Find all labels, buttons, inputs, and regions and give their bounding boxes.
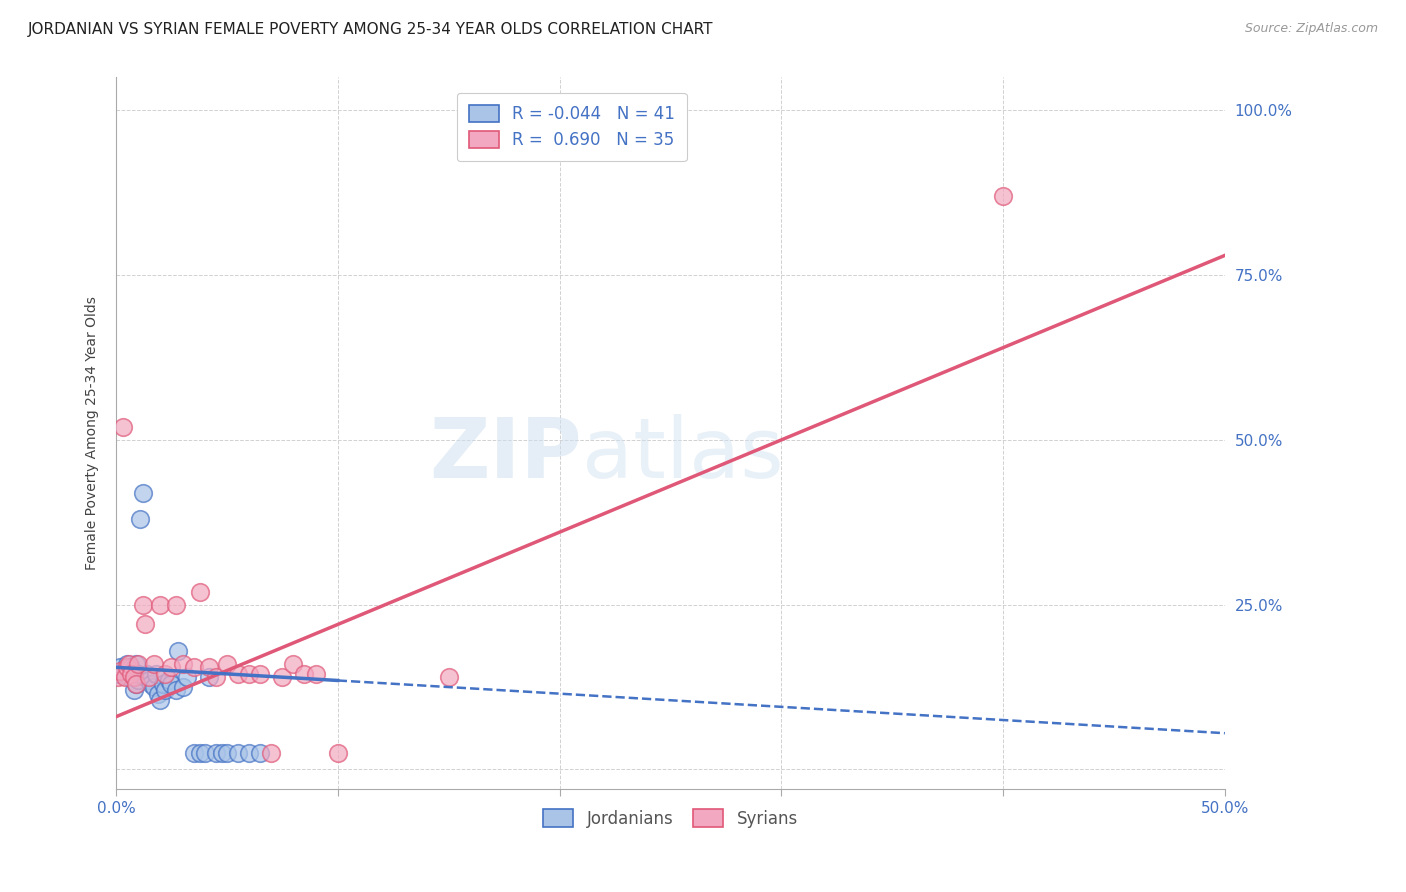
Point [160, 677, 183, 691]
Point [110, 660, 132, 674]
Text: Source: ZipAtlas.com: Source: ZipAtlas.com [1244, 22, 1378, 36]
Point [204, 670, 226, 684]
Point [326, 746, 349, 760]
Point [125, 677, 148, 691]
Point [122, 670, 145, 684]
Point [226, 666, 249, 681]
Point [249, 666, 271, 681]
Point [149, 598, 172, 612]
Point [271, 670, 294, 684]
Point [294, 666, 316, 681]
Point [172, 680, 194, 694]
Point [121, 660, 143, 674]
Point [238, 666, 260, 681]
Point [127, 666, 149, 681]
Point [138, 673, 160, 688]
Point [127, 673, 149, 688]
Text: atlas: atlas [582, 414, 783, 495]
Point [260, 746, 283, 760]
Point [129, 512, 152, 526]
Point [152, 677, 174, 691]
Point [114, 670, 136, 684]
Point [127, 657, 149, 671]
Point [118, 670, 141, 684]
Point [134, 670, 156, 684]
Point [149, 693, 172, 707]
Point [134, 617, 156, 632]
Point [249, 746, 271, 760]
Point [125, 677, 148, 691]
Point [125, 657, 148, 671]
Point [991, 189, 1014, 203]
Point [121, 666, 143, 681]
Point [165, 598, 187, 612]
Point [118, 657, 141, 671]
Point [211, 746, 233, 760]
Point [238, 746, 260, 760]
Text: JORDANIAN VS SYRIAN FEMALE POVERTY AMONG 25-34 YEAR OLDS CORRELATION CHART: JORDANIAN VS SYRIAN FEMALE POVERTY AMONG… [28, 22, 714, 37]
Point [304, 666, 326, 681]
Point [131, 598, 153, 612]
Point [188, 746, 211, 760]
Point [283, 657, 305, 671]
Point [160, 660, 183, 674]
Point [111, 419, 134, 434]
Point [142, 657, 165, 671]
Point [141, 677, 163, 691]
Point [215, 746, 238, 760]
Point [115, 660, 138, 674]
Point [167, 644, 190, 658]
Point [204, 746, 226, 760]
Text: ZIP: ZIP [429, 414, 582, 495]
Point [188, 584, 211, 599]
Point [226, 746, 249, 760]
Point [172, 657, 194, 671]
Point [176, 670, 198, 684]
Y-axis label: Female Poverty Among 25-34 Year Olds: Female Poverty Among 25-34 Year Olds [86, 296, 100, 570]
Point [215, 657, 238, 671]
Point [136, 666, 159, 681]
Point [153, 666, 176, 681]
Point [198, 660, 221, 674]
Point [131, 485, 153, 500]
Point [146, 687, 169, 701]
Point [122, 683, 145, 698]
Point [198, 670, 221, 684]
Point [145, 666, 167, 681]
Point [153, 683, 176, 698]
Point [142, 680, 165, 694]
Point [194, 746, 217, 760]
Point [138, 670, 160, 684]
Point [115, 657, 138, 671]
Point [111, 664, 134, 678]
Legend: Jordanians, Syrians: Jordanians, Syrians [537, 803, 804, 834]
Point [157, 673, 180, 688]
Point [165, 683, 187, 698]
Point [107, 666, 129, 681]
Point [110, 664, 132, 678]
Point [437, 670, 460, 684]
Point [183, 746, 205, 760]
Point [183, 660, 205, 674]
Point [122, 670, 145, 684]
Point [107, 670, 129, 684]
Point [114, 666, 136, 681]
